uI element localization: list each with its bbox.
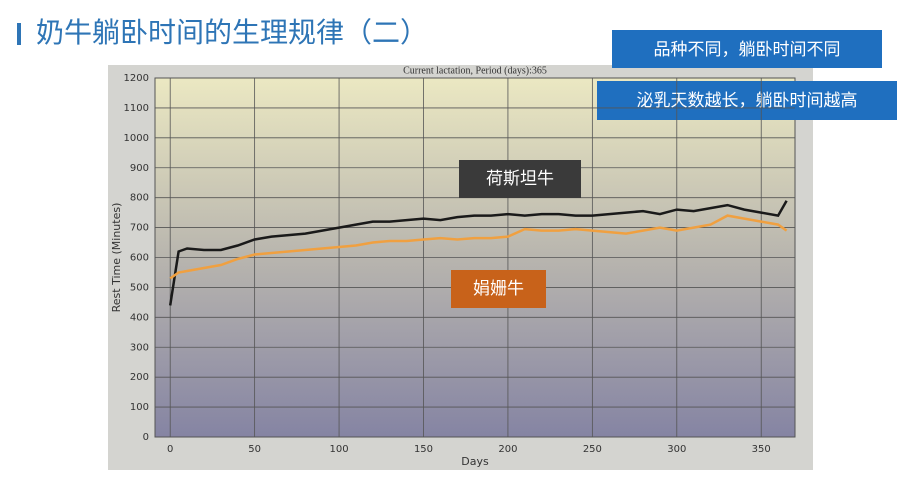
x-tick-label: 250 xyxy=(583,444,602,455)
callout: 品种不同，躺卧时间不同 xyxy=(654,40,841,60)
callout: 泌乳天数越长，躺卧时间越高 xyxy=(637,91,858,111)
slide-title: 奶牛躺卧时间的生理规律（二） xyxy=(36,16,428,49)
data-line xyxy=(169,214,788,280)
y-tick-label: 100 xyxy=(130,402,149,413)
x-tick-label: 50 xyxy=(248,444,261,455)
y-tick-label: 400 xyxy=(130,312,149,323)
y-tick-label: 0 xyxy=(143,432,149,443)
x-tick-label: 150 xyxy=(414,444,433,455)
y-tick-label: 200 xyxy=(130,372,149,383)
y-tick-label: 700 xyxy=(130,223,149,234)
y-tick-label: 1200 xyxy=(124,73,149,84)
x-tick-label: 100 xyxy=(330,444,349,455)
callout-box xyxy=(612,30,882,68)
title-marker xyxy=(17,23,21,45)
x-tick-label: 350 xyxy=(752,444,771,455)
y-tick-label: 800 xyxy=(130,193,149,204)
x-axis-label: Days xyxy=(461,455,489,468)
data-line xyxy=(168,200,788,306)
x-tick-label: 0 xyxy=(167,444,173,455)
callout-box xyxy=(597,81,897,120)
y-tick-label: 600 xyxy=(130,253,149,264)
series-label: 荷斯坦牛 xyxy=(486,169,554,189)
y-tick-label: 1000 xyxy=(124,133,149,144)
series-label: 娟姗牛 xyxy=(473,279,524,299)
y-axis-label: Rest Time (Minutes) xyxy=(110,203,123,313)
y-tick-label: 300 xyxy=(130,342,149,353)
y-tick-label: 900 xyxy=(130,163,149,174)
chart: Current lactation, Period (days):365 Days… xyxy=(110,65,795,468)
y-tick-label: 500 xyxy=(130,282,149,293)
x-tick-label: 200 xyxy=(498,444,517,455)
y-tick-label: 1100 xyxy=(124,103,149,114)
series-label-box xyxy=(451,270,546,308)
series-label-box xyxy=(459,160,581,198)
chart-title: Current lactation, Period (days):365 xyxy=(403,65,547,76)
x-tick-label: 300 xyxy=(667,444,686,455)
